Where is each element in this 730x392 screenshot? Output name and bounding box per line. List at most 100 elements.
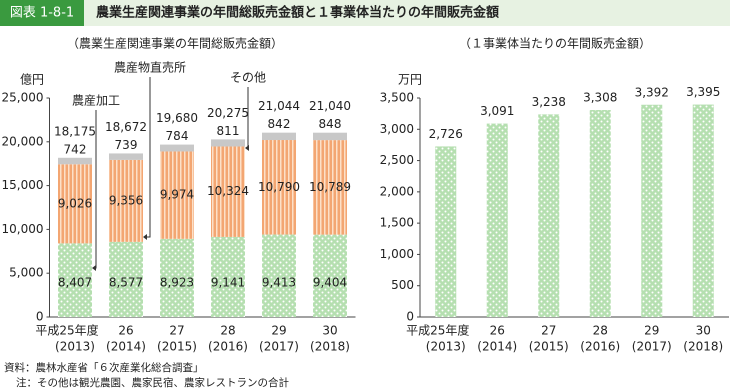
value-label: 9,356	[109, 193, 143, 207]
y-tick-label: 25,000	[2, 91, 44, 105]
x-tick-label: (2014)	[477, 340, 517, 354]
x-tick-label: 30	[696, 324, 711, 338]
x-tick-label: 29	[271, 324, 286, 338]
header-label: 図表 1-8-1	[10, 6, 74, 21]
bar-segment	[211, 236, 245, 317]
y-tick-label: 15,000	[2, 178, 44, 192]
x-tick-label: 26	[490, 324, 505, 338]
y-tick-label: 3,000	[380, 122, 414, 136]
bar-segment	[313, 140, 347, 235]
total-label: 19,680	[156, 111, 198, 125]
bar-segment	[262, 132, 296, 141]
x-tick-label: 平成25年度	[406, 323, 469, 338]
bar-segment	[313, 132, 347, 141]
y-tick-label: 500	[391, 278, 414, 292]
value-label: 8,407	[58, 276, 92, 290]
bar-segment	[211, 139, 245, 147]
y-tick-label: 3,500	[380, 91, 414, 105]
bar-segment	[211, 146, 245, 237]
value-label: 742	[64, 142, 87, 156]
header-label-box	[0, 0, 84, 26]
value-label: 10,789	[309, 180, 351, 194]
x-tick-label: 平成25年度	[35, 323, 98, 338]
chart-title: （農業生産関連事業の年間総販売金額）	[67, 36, 283, 51]
value-label: 10,790	[258, 180, 300, 194]
value-label: 9,141	[211, 276, 245, 290]
bar-segment	[160, 151, 194, 239]
chart-title: （１事業体当たりの年間販売金額）	[459, 36, 651, 51]
callout-arrow	[143, 234, 147, 240]
value-label: 10,324	[207, 184, 249, 198]
total-label: 21,040	[309, 99, 351, 113]
bar	[692, 104, 714, 317]
header-bar	[0, 0, 730, 26]
note: 注：その他は観光農園、農家民宿、農家レストランの合計	[16, 376, 289, 389]
value-label: 3,238	[532, 95, 566, 109]
x-tick-label: (2017)	[632, 340, 672, 354]
bar-segment	[58, 164, 92, 244]
series-callout: 農産物直売所	[114, 60, 186, 75]
value-label: 3,395	[686, 85, 720, 99]
value-label: 3,308	[583, 91, 617, 105]
value-label: 842	[268, 117, 291, 131]
x-tick-label: 30	[322, 324, 337, 338]
bar-segment	[109, 153, 143, 160]
x-tick-label: (2017)	[259, 340, 299, 354]
x-tick-label: 29	[644, 324, 659, 338]
y-tick-label: 0	[36, 310, 44, 324]
bar	[486, 123, 508, 318]
bar	[641, 104, 663, 317]
value-label: 848	[319, 117, 342, 131]
y-tick-label: 1,000	[380, 247, 414, 261]
value-label: 9,026	[58, 196, 92, 210]
total-label: 18,672	[105, 120, 147, 134]
x-tick-label: (2015)	[529, 340, 569, 354]
bar-segment	[58, 157, 92, 165]
x-tick-label: (2016)	[208, 340, 248, 354]
bar-segment	[160, 144, 194, 152]
total-label: 20,275	[207, 106, 249, 120]
bar-segment	[262, 234, 296, 317]
y-tick-label: 10,000	[2, 222, 44, 236]
value-label: 8,577	[109, 276, 143, 290]
bar	[589, 110, 611, 317]
bar-segment	[109, 241, 143, 317]
y-tick-label: 5,000	[9, 266, 43, 280]
bar	[435, 146, 457, 317]
y-axis-unit: 億円	[20, 73, 44, 87]
x-tick-label: (2013)	[55, 340, 95, 354]
value-label: 784	[166, 129, 189, 143]
bar	[538, 114, 560, 318]
value-label: 3,392	[635, 85, 669, 99]
y-tick-label: 2,000	[380, 184, 414, 198]
y-axis-unit: 万円	[398, 73, 422, 87]
value-label: 9,974	[160, 188, 194, 202]
x-tick-label: 27	[541, 324, 556, 338]
bar-segment	[160, 238, 194, 317]
value-label: 2,726	[429, 127, 463, 141]
x-tick-label: 28	[220, 324, 235, 338]
value-label: 811	[217, 124, 240, 138]
value-label: 9,413	[262, 276, 296, 290]
value-label: 8,923	[160, 276, 194, 290]
x-tick-label: (2018)	[310, 340, 350, 354]
callout-line	[145, 77, 151, 238]
bar-segment	[58, 243, 92, 317]
bar-segment	[262, 140, 296, 235]
x-tick-label: 26	[118, 324, 133, 338]
x-tick-label: (2016)	[580, 340, 620, 354]
series-callout: その他	[230, 71, 266, 85]
callout-arrow	[245, 145, 249, 151]
x-tick-label: (2018)	[683, 340, 723, 354]
series-callout: 農産加工	[72, 93, 120, 108]
note: 資料：農林水産省「６次産業化総合調査」	[4, 361, 204, 374]
total-label: 18,175	[54, 124, 96, 138]
x-tick-label: 28	[593, 324, 608, 338]
y-tick-label: 1,500	[380, 216, 414, 230]
value-label: 9,404	[313, 276, 347, 290]
x-tick-label: (2015)	[157, 340, 197, 354]
value-label: 3,091	[480, 104, 514, 118]
y-tick-label: 2,500	[380, 153, 414, 167]
